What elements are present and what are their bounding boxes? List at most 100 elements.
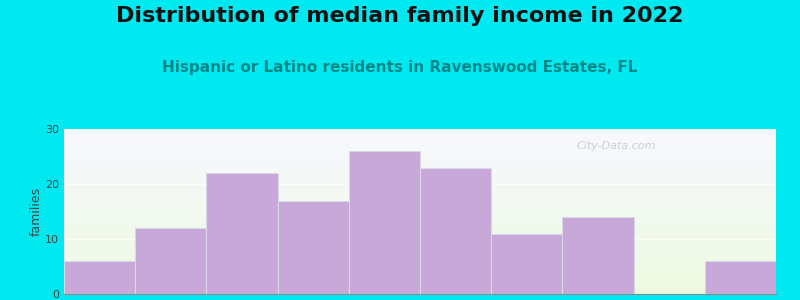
Bar xyxy=(64,210,776,212)
Bar xyxy=(64,258,776,259)
Bar xyxy=(64,142,776,144)
Bar xyxy=(64,140,776,142)
Bar xyxy=(64,236,776,238)
Bar xyxy=(64,256,776,258)
Bar xyxy=(64,180,776,182)
Bar xyxy=(64,233,776,235)
Bar xyxy=(64,243,776,244)
Bar xyxy=(64,251,776,253)
Bar xyxy=(64,185,776,187)
Bar xyxy=(64,190,776,192)
Bar xyxy=(64,188,776,190)
Bar xyxy=(64,183,776,185)
Bar xyxy=(64,206,776,208)
Bar xyxy=(64,165,776,167)
Bar xyxy=(64,269,776,271)
Bar xyxy=(135,228,206,294)
Bar xyxy=(64,271,776,272)
Bar xyxy=(64,152,776,154)
Bar xyxy=(64,193,776,195)
Bar xyxy=(491,233,562,294)
Bar xyxy=(64,284,776,286)
Bar xyxy=(64,215,776,216)
Bar xyxy=(64,264,776,266)
Bar xyxy=(64,239,776,241)
Bar xyxy=(64,146,776,147)
Bar xyxy=(562,217,634,294)
Bar xyxy=(206,173,278,294)
Bar xyxy=(64,225,776,226)
Bar xyxy=(64,178,776,180)
Bar xyxy=(64,155,776,157)
Bar xyxy=(64,132,776,134)
Bar xyxy=(64,139,776,140)
Bar xyxy=(64,235,776,236)
Bar xyxy=(64,261,776,263)
Bar xyxy=(64,268,776,269)
Bar xyxy=(64,263,776,264)
Bar xyxy=(64,170,776,172)
Bar xyxy=(64,195,776,197)
Bar xyxy=(64,202,776,203)
Bar xyxy=(64,162,776,164)
Bar xyxy=(64,246,776,248)
Bar xyxy=(64,187,776,188)
Bar xyxy=(64,129,776,130)
Bar xyxy=(64,157,776,159)
Bar xyxy=(64,203,776,205)
Bar xyxy=(64,177,776,178)
Bar xyxy=(64,279,776,281)
Bar xyxy=(64,249,776,251)
Bar xyxy=(64,192,776,193)
Bar xyxy=(64,266,776,268)
Bar xyxy=(64,283,776,284)
Bar xyxy=(64,197,776,198)
Bar xyxy=(64,281,776,283)
Bar xyxy=(64,220,776,221)
Bar xyxy=(64,261,135,294)
Bar xyxy=(64,136,776,137)
Bar xyxy=(64,276,776,278)
Bar xyxy=(64,160,776,162)
Bar xyxy=(64,221,776,223)
Bar xyxy=(64,231,776,233)
Bar xyxy=(64,205,776,206)
Bar xyxy=(64,259,776,261)
Bar xyxy=(64,200,776,202)
Bar xyxy=(64,223,776,225)
Bar xyxy=(64,164,776,165)
Bar xyxy=(64,169,776,170)
Bar xyxy=(64,172,776,173)
Bar xyxy=(64,167,776,169)
Bar xyxy=(705,261,776,294)
Bar xyxy=(64,134,776,136)
Bar xyxy=(64,289,776,291)
Bar xyxy=(278,200,349,294)
Bar xyxy=(64,244,776,246)
Bar xyxy=(64,154,776,155)
Text: Hispanic or Latino residents in Ravenswood Estates, FL: Hispanic or Latino residents in Ravenswo… xyxy=(162,60,638,75)
Bar xyxy=(64,230,776,231)
Bar xyxy=(64,149,776,150)
Bar xyxy=(64,226,776,228)
Bar xyxy=(64,278,776,279)
Bar xyxy=(64,213,776,215)
Bar xyxy=(64,253,776,254)
Y-axis label: families: families xyxy=(30,187,42,236)
Bar xyxy=(64,144,776,146)
Bar xyxy=(420,167,491,294)
Bar xyxy=(64,287,776,289)
Bar xyxy=(64,150,776,152)
Bar xyxy=(64,137,776,139)
Bar xyxy=(64,248,776,249)
Bar xyxy=(64,254,776,256)
Bar xyxy=(64,274,776,276)
Bar xyxy=(64,159,776,160)
Bar xyxy=(64,212,776,213)
Bar xyxy=(64,291,776,292)
Bar xyxy=(64,286,776,287)
Text: Distribution of median family income in 2022: Distribution of median family income in … xyxy=(116,6,684,26)
Bar xyxy=(64,241,776,243)
Bar xyxy=(64,173,776,175)
Bar xyxy=(64,216,776,218)
